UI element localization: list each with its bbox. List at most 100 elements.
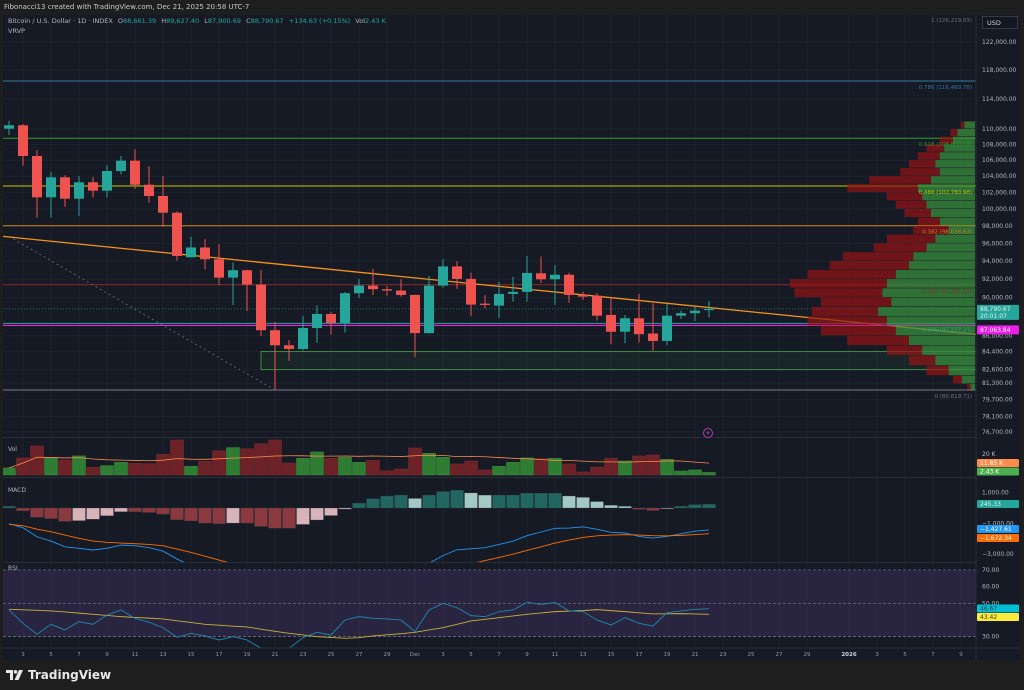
volume-bar bbox=[268, 439, 282, 476]
volume-bar bbox=[618, 460, 632, 476]
fib-level-label: 0.486 (102,780.98) bbox=[919, 190, 972, 196]
pane-separators[interactable] bbox=[3, 437, 1020, 563]
candle-body bbox=[102, 171, 112, 191]
price-axis-label: 96,000.00 bbox=[982, 240, 1013, 247]
candle bbox=[340, 291, 350, 333]
macd-histogram-bar bbox=[128, 507, 142, 512]
macd-signal-badge-text: −1,672.34 bbox=[980, 535, 1012, 542]
price-axis-label: 104,000.00 bbox=[982, 173, 1017, 180]
candle bbox=[326, 311, 336, 335]
rsi-ma-badge: 43.42 bbox=[977, 613, 1019, 621]
time-scale[interactable]: 3 5 7 9 11 13 15 17 19 21 23 25 27 29 Dec 3 5 7 9 11 13 15 17 1… bbox=[21, 652, 963, 658]
price-axis-label: 108,000.00 bbox=[982, 141, 1017, 148]
marker-price-badge-text: 87,063.84 bbox=[980, 327, 1011, 334]
candle-body bbox=[606, 314, 616, 332]
candle bbox=[4, 120, 14, 135]
macd-histogram-bar bbox=[506, 494, 520, 509]
macd-histogram-bar bbox=[156, 507, 170, 515]
volume-profile-up-bar bbox=[944, 144, 975, 152]
candle-body bbox=[298, 327, 308, 349]
macd-histogram-bar bbox=[296, 507, 310, 525]
volume-bar bbox=[464, 460, 478, 476]
open-value: 88,661.39 bbox=[123, 17, 157, 25]
price-axis-label: 81,300.00 bbox=[982, 380, 1013, 387]
macd-signal-badge: −1,672.34 bbox=[977, 534, 1019, 542]
macd-histogram-bar bbox=[618, 506, 632, 509]
price-axis-label: 110,000.00 bbox=[982, 126, 1017, 133]
volume-profile-down-bar bbox=[869, 176, 931, 184]
volume-profile-up-bar bbox=[917, 184, 975, 192]
volume-profile-up-bar bbox=[939, 217, 975, 226]
volume-bar bbox=[688, 469, 702, 476]
candle-body bbox=[46, 177, 56, 198]
support-zone-rectangle[interactable] bbox=[260, 351, 989, 371]
volume-profile-up-bar bbox=[908, 261, 975, 270]
macd-axis-label: 1,000.00 bbox=[982, 490, 1009, 497]
volume-bar bbox=[548, 458, 562, 476]
volume-bar bbox=[674, 470, 688, 476]
candle bbox=[382, 285, 392, 296]
volume-profile-up-bar bbox=[930, 176, 975, 184]
candle bbox=[186, 236, 196, 258]
volume-ma-line bbox=[8, 454, 710, 469]
volume-profile-up-bar bbox=[926, 200, 975, 209]
events-icon[interactable] bbox=[703, 428, 713, 438]
macd-histogram-bar bbox=[268, 507, 282, 529]
candle-body bbox=[690, 310, 700, 314]
dotted-trendline[interactable] bbox=[8, 235, 276, 391]
macd-histogram-bar bbox=[478, 494, 492, 509]
volume-profile-down-bar bbox=[904, 209, 931, 218]
macd-histogram-bar bbox=[114, 507, 128, 512]
time-axis-label: 27 bbox=[776, 652, 783, 658]
price-scale[interactable] bbox=[976, 15, 1020, 660]
currency-button[interactable]: USD bbox=[982, 16, 1018, 29]
price-axis-label: 100,000.00 bbox=[982, 206, 1017, 213]
macd-histogram-bar bbox=[702, 504, 716, 509]
candle bbox=[256, 269, 266, 336]
macd-histogram-bar bbox=[688, 504, 702, 509]
pane-titles: Vol MACD RSI bbox=[8, 446, 26, 572]
candle bbox=[284, 339, 294, 361]
volume-label: Vol bbox=[355, 17, 366, 25]
rsi-ma-badge-text: 43.42 bbox=[980, 614, 997, 621]
time-axis-label: 21 bbox=[272, 652, 279, 658]
fib-level-label: 0.618 (108,800.09) bbox=[919, 142, 972, 148]
price-axis-label: 82,600.00 bbox=[982, 367, 1013, 374]
tradingview-logo-icon bbox=[6, 670, 23, 680]
time-axis-label: 25 bbox=[748, 652, 755, 658]
volume-profile-up-bar bbox=[886, 316, 975, 326]
candle-body bbox=[326, 313, 336, 323]
volume-ma-badge: 11.85 K bbox=[977, 459, 1019, 467]
volume-profile-up-bar bbox=[952, 136, 975, 144]
volume-bar bbox=[338, 457, 352, 476]
fib-level-label: 0 (80,619.71) bbox=[934, 394, 972, 400]
time-axis-label: 25 bbox=[328, 652, 335, 658]
candle bbox=[60, 175, 70, 207]
candle-body bbox=[564, 274, 574, 295]
price-axis-label: 92,000.00 bbox=[982, 276, 1013, 283]
volume-profile-up-bar bbox=[908, 335, 975, 346]
volume-axis-label: 20 K bbox=[982, 451, 997, 458]
candle-body bbox=[634, 318, 644, 335]
time-axis-label: 11 bbox=[552, 652, 559, 658]
candle bbox=[298, 315, 308, 351]
volume-profile-up-bar bbox=[922, 345, 975, 356]
low-label: L bbox=[204, 17, 208, 25]
macd-histogram-bar bbox=[576, 497, 590, 509]
candle-body bbox=[270, 330, 280, 346]
macd-histogram-bar bbox=[16, 507, 30, 511]
candle-body bbox=[480, 303, 490, 305]
volume-bar bbox=[114, 462, 128, 476]
grid bbox=[3, 15, 976, 648]
candle-body bbox=[578, 294, 588, 297]
symbol-legend[interactable]: Bitcoin / U.S. Dollar · 1D · INDEX O88,6… bbox=[8, 17, 386, 35]
candle bbox=[158, 176, 168, 227]
macd-histogram-bar bbox=[282, 507, 296, 529]
rsi-axis-label: 70.00 bbox=[982, 567, 999, 574]
candle bbox=[410, 294, 420, 358]
indicator-vrvp[interactable]: VRVP bbox=[8, 27, 25, 35]
volume-profile-up-bar bbox=[935, 160, 975, 168]
time-axis-label: 23 bbox=[720, 652, 727, 658]
volume-last-badge-text: 2.43 K bbox=[980, 469, 1000, 476]
